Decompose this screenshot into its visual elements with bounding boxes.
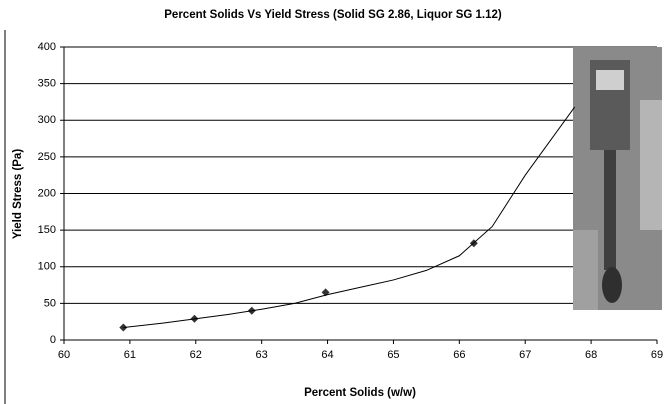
y-tick-label: 0 bbox=[50, 334, 56, 346]
y-tick-label: 400 bbox=[38, 41, 56, 53]
photo bbox=[573, 47, 662, 310]
plot bbox=[119, 107, 574, 331]
x-tick-label: 60 bbox=[58, 349, 70, 361]
x-tick-label: 63 bbox=[256, 349, 268, 361]
y-tick-label: 100 bbox=[38, 261, 56, 273]
x-axis-label: Percent Solids (w/w) bbox=[304, 387, 416, 399]
y-axis-label: Yield Stress (Pa) bbox=[12, 149, 24, 240]
y-tick-label: 300 bbox=[38, 114, 56, 126]
x-tick-label: 64 bbox=[321, 349, 333, 361]
chart: Percent Solids Vs Yield Stress (Solid SG… bbox=[0, 0, 666, 404]
x-tick-label: 61 bbox=[124, 349, 136, 361]
x-tick-label: 68 bbox=[585, 349, 597, 361]
x-tick-label: 69 bbox=[651, 349, 663, 361]
x-tick-label: 67 bbox=[519, 349, 531, 361]
y-tick-label: 250 bbox=[38, 151, 56, 163]
x-tick-label: 66 bbox=[453, 349, 465, 361]
y-tick-label: 200 bbox=[38, 187, 56, 199]
x-tick-label: 62 bbox=[190, 349, 202, 361]
y-tick-label: 150 bbox=[38, 224, 56, 236]
x-tick-label: 65 bbox=[387, 349, 399, 361]
y-tick-label: 350 bbox=[38, 78, 56, 90]
grid: 0 50 100 150 200 250 300 350 400 60 61 62 63 64 65 66 67… bbox=[38, 41, 663, 361]
chart-title: Percent Solids Vs Yield Stress (Solid SG… bbox=[164, 9, 502, 21]
trend-line bbox=[123, 107, 574, 327]
y-tick-label: 50 bbox=[44, 297, 56, 309]
